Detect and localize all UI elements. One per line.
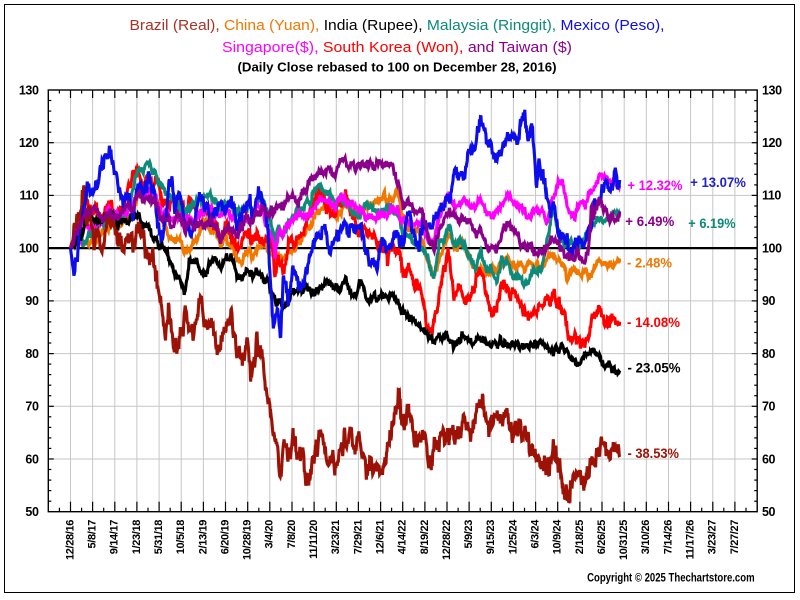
svg-text:1/23/18: 1/23/18 <box>131 520 143 554</box>
svg-text:60: 60 <box>25 452 39 466</box>
svg-text:5/8/17: 5/8/17 <box>87 520 99 549</box>
svg-text:10/9/24: 10/9/24 <box>552 519 564 554</box>
svg-text:130: 130 <box>19 83 39 97</box>
svg-text:3/4/20: 3/4/20 <box>264 520 276 549</box>
svg-text:Copyright © 2025 Thechartstore: Copyright © 2025 Thechartstore.com <box>587 572 755 584</box>
svg-text:3/23/21: 3/23/21 <box>330 520 342 554</box>
svg-text:Singapore($), South Korea (Won: Singapore($), South Korea (Won), and Tai… <box>222 40 572 56</box>
svg-text:100: 100 <box>19 241 39 255</box>
svg-text:9/14/17: 9/14/17 <box>109 520 121 554</box>
svg-text:12/28/22: 12/28/22 <box>441 520 453 560</box>
svg-text:6/20/19: 6/20/19 <box>219 520 231 554</box>
svg-text:10/28/19: 10/28/19 <box>242 520 254 560</box>
svg-text:+ 6.19%: + 6.19% <box>688 215 736 231</box>
svg-text:120: 120 <box>762 136 782 150</box>
svg-text:7/27/27: 7/27/27 <box>729 520 741 554</box>
svg-text:120: 120 <box>19 136 39 150</box>
svg-text:Brazil (Real), China (Yuan), I: Brazil (Real), China (Yuan), India (Rupe… <box>130 18 665 34</box>
svg-text:8/19/22: 8/19/22 <box>419 520 431 554</box>
svg-text:10/31/25: 10/31/25 <box>618 520 630 560</box>
svg-text:4/14/22: 4/14/22 <box>397 520 409 554</box>
svg-text:- 2.48%: - 2.48% <box>627 255 673 271</box>
svg-text:+ 12.32%: + 12.32% <box>628 177 683 193</box>
svg-text:80: 80 <box>25 347 39 361</box>
svg-text:90: 90 <box>25 294 39 308</box>
svg-text:- 23.05%: - 23.05% <box>628 360 682 376</box>
svg-text:7/29/21: 7/29/21 <box>352 520 364 554</box>
svg-text:60: 60 <box>762 452 776 466</box>
svg-text:5/31/18: 5/31/18 <box>153 520 165 554</box>
svg-text:10/5/18: 10/5/18 <box>175 520 187 554</box>
svg-text:3/23/27: 3/23/27 <box>707 520 719 554</box>
svg-text:110: 110 <box>20 189 39 203</box>
svg-text:50: 50 <box>762 505 776 519</box>
svg-text:- 38.53%: - 38.53% <box>628 445 680 461</box>
svg-text:5/9/23: 5/9/23 <box>463 520 475 549</box>
svg-text:9/15/23: 9/15/23 <box>485 520 497 554</box>
svg-text:7/8/20: 7/8/20 <box>286 520 298 549</box>
svg-text:- 14.08%: - 14.08% <box>627 314 681 330</box>
svg-text:6/26/25: 6/26/25 <box>596 520 608 554</box>
svg-text:12/28/16: 12/28/16 <box>64 520 76 560</box>
svg-text:90: 90 <box>762 294 776 308</box>
svg-text:7/14/26: 7/14/26 <box>662 520 674 554</box>
svg-text:11/11/20: 11/11/20 <box>308 520 320 559</box>
svg-text:100: 100 <box>762 241 782 255</box>
svg-text:2/13/19: 2/13/19 <box>197 520 209 554</box>
svg-text:1/25/24: 1/25/24 <box>507 519 519 554</box>
svg-text:12/6/21: 12/6/21 <box>375 520 387 554</box>
svg-text:6/3/24: 6/3/24 <box>530 519 542 549</box>
svg-text:110: 110 <box>762 189 781 203</box>
svg-text:70: 70 <box>25 400 39 414</box>
svg-text:70: 70 <box>762 400 776 414</box>
svg-text:+ 6.49%: + 6.49% <box>625 213 675 229</box>
svg-text:80: 80 <box>762 347 776 361</box>
svg-text:(Daily Close rebased to 100 on: (Daily Close rebased to 100 on December … <box>238 60 557 75</box>
svg-text:130: 130 <box>762 83 782 97</box>
svg-text:3/10/26: 3/10/26 <box>640 520 652 554</box>
svg-text:50: 50 <box>25 505 39 519</box>
svg-text:2/18/25: 2/18/25 <box>574 520 586 554</box>
svg-text:+ 13.07%: + 13.07% <box>690 174 746 190</box>
svg-text:11/17/26: 11/17/26 <box>685 520 697 560</box>
